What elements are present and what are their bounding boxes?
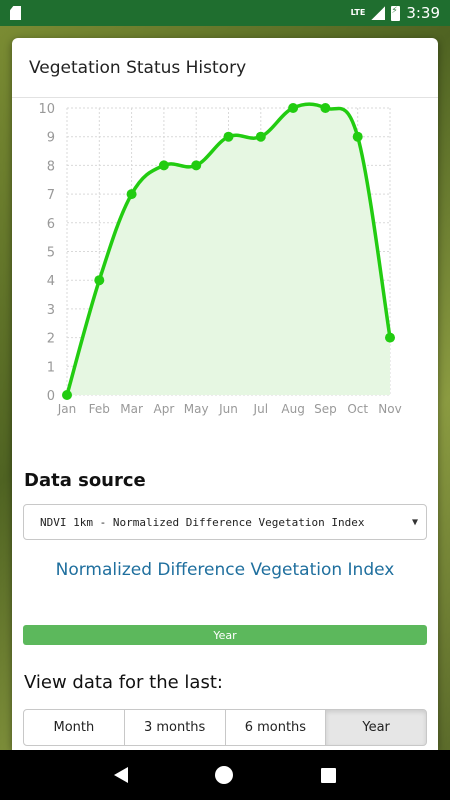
series-area xyxy=(67,104,390,396)
dropdown-arrow-icon: ▼ xyxy=(411,516,418,528)
data-point xyxy=(158,160,169,171)
y-tick-label: 8 xyxy=(47,159,55,174)
navigation-bar xyxy=(0,750,450,800)
view-period-heading: View data for the last: xyxy=(24,672,223,693)
period-button-year[interactable]: Year xyxy=(325,709,427,746)
dialog-header: Vegetation Status History xyxy=(12,38,438,98)
data-source-heading: Data source xyxy=(24,470,146,491)
data-point xyxy=(62,390,72,400)
data-source-selected: NDVI 1km - Normalized Difference Vegetat… xyxy=(40,515,365,529)
x-tick-label: Nov xyxy=(378,402,401,416)
y-tick-label: 0 xyxy=(47,389,55,404)
y-tick-label: 4 xyxy=(47,274,55,289)
period-bar-label: Year xyxy=(213,628,237,642)
x-tick-label: Oct xyxy=(347,402,368,416)
period-button-month[interactable]: Month xyxy=(23,709,125,746)
x-tick-label: Feb xyxy=(89,402,110,416)
y-tick-label: 6 xyxy=(47,217,55,232)
signal-icon xyxy=(371,6,386,20)
y-tick-label: 3 xyxy=(47,303,55,318)
data-point xyxy=(288,103,299,113)
y-tick-label: 9 xyxy=(47,131,55,146)
data-point xyxy=(126,189,137,200)
status-bar: LTE 3:39 xyxy=(0,0,450,26)
data-point xyxy=(255,131,266,142)
x-tick-label: Mar xyxy=(120,402,143,416)
vegetation-chart: 0 1 2 3 4 5 6 7 8 9 10 Jan Feb Mar Apr May Jun Jul Aug Sep O… xyxy=(12,100,438,445)
period-bar: Year xyxy=(23,625,427,645)
data-point xyxy=(191,160,202,171)
y-tick-label: 10 xyxy=(38,102,55,117)
x-tick-label: May xyxy=(184,402,209,416)
data-source-select[interactable]: NDVI 1km - Normalized Difference Vegetat… xyxy=(23,504,427,540)
y-tick-label: 5 xyxy=(47,246,55,261)
recent-apps-icon[interactable] xyxy=(321,767,337,783)
y-tick-label: 7 xyxy=(47,188,55,203)
home-icon[interactable] xyxy=(215,766,234,784)
sd-card-icon xyxy=(10,6,21,20)
data-point xyxy=(223,131,234,142)
vegetation-history-dialog: Vegetation Status History 0 1 2 3 4 5 6 7 8 9 10 Ja… xyxy=(12,38,438,750)
x-tick-label: Apr xyxy=(154,402,175,416)
period-button-6-months[interactable]: 6 months xyxy=(224,709,327,746)
x-tick-label: Sep xyxy=(314,402,337,416)
network-type: LTE xyxy=(350,8,366,17)
x-tick-label: Aug xyxy=(281,402,304,416)
data-point xyxy=(320,103,331,113)
x-tick-label: Jul xyxy=(253,402,268,416)
battery-icon xyxy=(391,5,401,21)
y-tick-label: 1 xyxy=(47,360,55,375)
clock: 3:39 xyxy=(406,4,440,22)
y-tick-label: 2 xyxy=(47,332,55,347)
index-name-link[interactable]: Normalized Difference Vegetation Index xyxy=(55,560,395,580)
dialog-title: Vegetation Status History xyxy=(29,57,247,78)
back-icon[interactable] xyxy=(113,767,128,783)
chart-svg: 0 1 2 3 4 5 6 7 8 9 10 Jan Feb Mar Apr May Jun Jul Aug Sep O… xyxy=(38,102,401,416)
data-point xyxy=(352,131,363,142)
x-tick-label: Jan xyxy=(57,402,77,416)
x-tick-label: Jun xyxy=(218,402,238,416)
period-button-group: Month 3 months 6 months Year xyxy=(23,709,427,746)
data-point xyxy=(385,332,395,343)
period-button-3-months[interactable]: 3 months xyxy=(123,709,226,746)
data-point xyxy=(94,275,105,286)
